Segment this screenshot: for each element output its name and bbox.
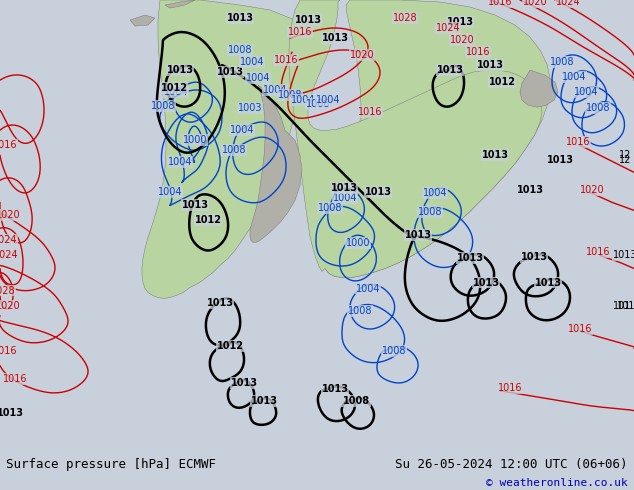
Text: 1008: 1008 <box>318 203 342 213</box>
Text: 1013: 1013 <box>295 15 321 25</box>
Text: 1012: 1012 <box>216 341 243 351</box>
Text: 1008: 1008 <box>151 101 175 111</box>
Text: 1013: 1013 <box>167 65 193 75</box>
Text: 1012: 1012 <box>489 77 515 87</box>
Text: 1020: 1020 <box>0 300 20 311</box>
Text: 1004: 1004 <box>291 95 315 105</box>
Text: 1016: 1016 <box>358 107 382 117</box>
Text: 1008: 1008 <box>222 145 246 155</box>
Text: 1013: 1013 <box>436 65 463 75</box>
Text: 1013: 1013 <box>547 155 574 165</box>
Text: 1016: 1016 <box>274 55 298 65</box>
Text: 1020: 1020 <box>0 210 20 221</box>
Text: 12: 12 <box>619 155 631 165</box>
Text: 1024: 1024 <box>555 0 580 7</box>
Text: 1013: 1013 <box>517 185 543 196</box>
Text: 1008: 1008 <box>418 207 443 218</box>
Text: 1013: 1013 <box>472 277 500 288</box>
Text: 1016: 1016 <box>0 140 17 150</box>
Text: 1004: 1004 <box>246 73 270 83</box>
Text: 1024: 1024 <box>0 250 18 261</box>
Text: 1013: 1013 <box>226 13 254 23</box>
Polygon shape <box>323 0 550 277</box>
Text: 1013: 1013 <box>321 384 349 393</box>
Polygon shape <box>520 70 558 107</box>
Text: 1008: 1008 <box>550 57 574 67</box>
Text: 1013: 1013 <box>250 396 278 406</box>
Text: 1004: 1004 <box>562 72 586 82</box>
Text: 1013: 1013 <box>0 408 23 418</box>
Text: 1004: 1004 <box>262 85 287 95</box>
Text: 1004: 1004 <box>230 125 254 135</box>
Text: 1004: 1004 <box>356 284 380 294</box>
Text: 1008: 1008 <box>306 99 330 109</box>
Polygon shape <box>165 0 195 8</box>
Text: 1013: 1013 <box>534 277 562 288</box>
Text: 1012: 1012 <box>195 216 221 225</box>
Text: 1004: 1004 <box>168 157 192 167</box>
Text: 1020: 1020 <box>522 0 547 7</box>
Text: 1020: 1020 <box>450 35 474 45</box>
Text: 1004: 1004 <box>333 194 357 203</box>
Text: 1013: 1013 <box>521 252 548 263</box>
Text: 1004: 1004 <box>164 87 188 97</box>
Text: 1008: 1008 <box>586 103 611 113</box>
Text: 1016: 1016 <box>288 27 313 37</box>
Text: 101: 101 <box>612 300 631 311</box>
Text: 1013: 1013 <box>612 250 634 261</box>
Text: 1020: 1020 <box>350 50 374 60</box>
Text: 1020: 1020 <box>579 185 604 196</box>
Polygon shape <box>289 0 542 277</box>
Text: 1008: 1008 <box>278 90 302 100</box>
Text: Su 26-05-2024 12:00 UTC (06+06): Su 26-05-2024 12:00 UTC (06+06) <box>395 458 628 471</box>
Text: 1008: 1008 <box>382 345 406 356</box>
Text: Surface pressure [hPa] ECMWF: Surface pressure [hPa] ECMWF <box>6 458 216 471</box>
Text: 1013: 1013 <box>365 187 392 197</box>
Text: 1024: 1024 <box>0 235 17 245</box>
Text: 1012: 1012 <box>160 83 188 93</box>
Text: 1000: 1000 <box>346 239 370 248</box>
Text: 1016: 1016 <box>488 0 512 7</box>
Text: 1013: 1013 <box>231 378 257 388</box>
Text: 12: 12 <box>619 150 631 160</box>
Polygon shape <box>142 0 325 298</box>
Polygon shape <box>130 15 155 26</box>
Text: 1013: 1013 <box>207 297 233 308</box>
Text: 1013: 1013 <box>446 17 474 27</box>
Text: 1024: 1024 <box>436 23 460 33</box>
Text: 1016: 1016 <box>568 323 592 334</box>
Text: 1013: 1013 <box>477 60 503 70</box>
Text: 1004: 1004 <box>158 187 182 197</box>
Text: 101: 101 <box>617 300 634 311</box>
Text: 1028: 1028 <box>0 286 15 295</box>
Text: 1013: 1013 <box>216 67 243 77</box>
Text: 1016: 1016 <box>0 345 17 356</box>
Text: © weatheronline.co.uk: © weatheronline.co.uk <box>486 478 628 488</box>
Text: 1016: 1016 <box>498 383 522 392</box>
Polygon shape <box>250 85 302 243</box>
Text: 1008: 1008 <box>228 45 252 55</box>
Text: 1013: 1013 <box>481 150 508 160</box>
Text: 1016: 1016 <box>466 47 490 57</box>
Text: 1004: 1004 <box>423 188 447 198</box>
Text: 1013: 1013 <box>321 33 349 43</box>
Text: 1028: 1028 <box>392 13 417 23</box>
Text: 1000: 1000 <box>183 135 207 145</box>
Text: 1013: 1013 <box>456 253 484 264</box>
Text: 1003: 1003 <box>238 103 262 113</box>
Text: 1008: 1008 <box>342 396 370 406</box>
Text: 1004: 1004 <box>240 57 264 67</box>
Text: 1004: 1004 <box>574 87 598 97</box>
Text: 1016: 1016 <box>3 374 27 384</box>
Text: 1013: 1013 <box>181 200 209 210</box>
Text: 1008: 1008 <box>348 306 372 316</box>
Text: 1016: 1016 <box>586 247 611 257</box>
Text: 1004: 1004 <box>316 95 340 105</box>
Text: 1016: 1016 <box>566 137 590 147</box>
Text: 1013: 1013 <box>404 230 432 241</box>
Text: 1013: 1013 <box>330 183 358 194</box>
